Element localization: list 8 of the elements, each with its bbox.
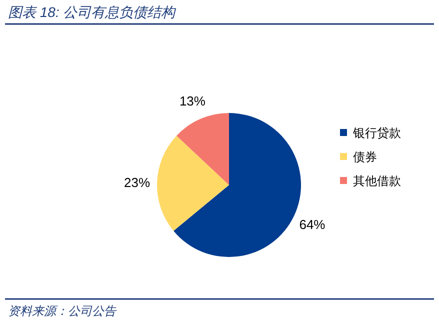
data-label: 13%	[179, 94, 206, 109]
data-label: 23%	[124, 175, 150, 190]
legend-label: 债券	[353, 150, 377, 164]
text: 资料来源：公司公告	[8, 304, 117, 318]
chart-title: 图表 18: 公司有息负债结构	[8, 4, 178, 20]
data-label: 64%	[299, 217, 326, 232]
legend-label: 其他借款	[353, 174, 401, 188]
legend-label: 银行贷款	[352, 126, 401, 140]
